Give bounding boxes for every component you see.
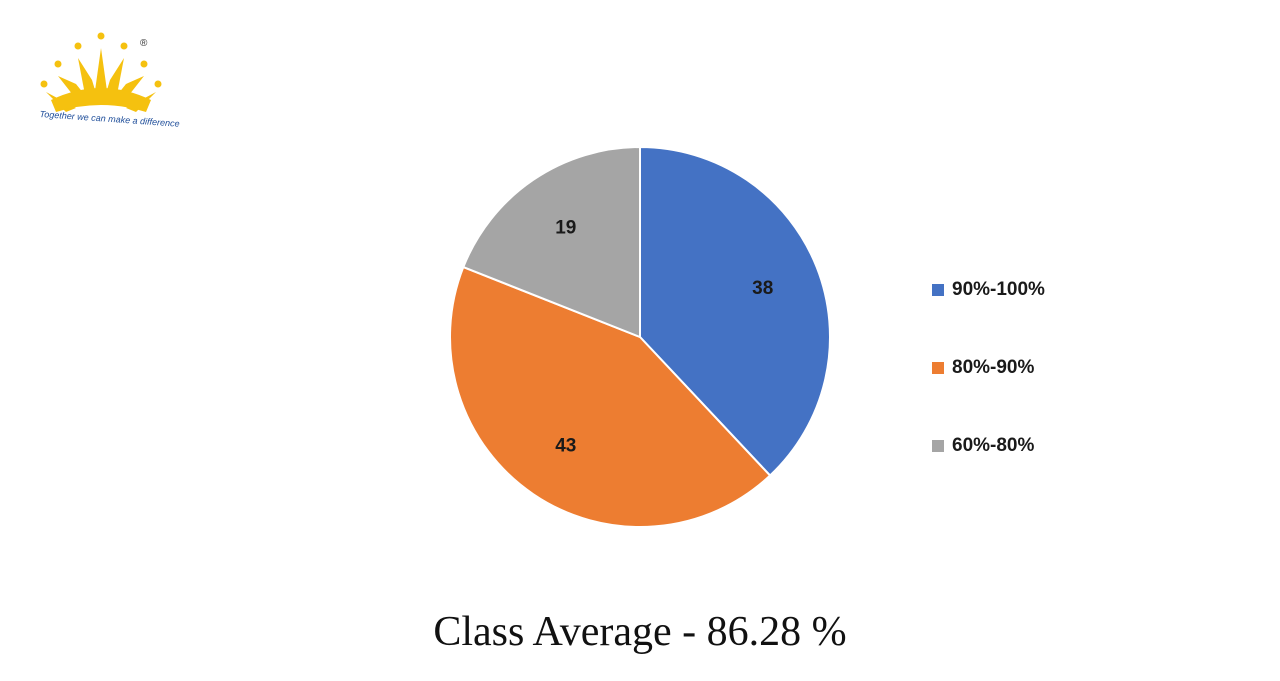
- legend-label: 80%-90%: [952, 357, 1035, 378]
- legend-swatch: [932, 362, 944, 374]
- legend-label: 90%-100%: [952, 279, 1045, 300]
- legend-item: 90%-100%: [932, 278, 1045, 302]
- registered-mark: ®: [140, 38, 148, 49]
- legend-item: 60%-80%: [932, 434, 1045, 458]
- pie-slice: [639, 145, 831, 477]
- legend-swatch: [932, 284, 944, 296]
- pie-slices: [449, 145, 831, 528]
- legend-item: 80%-90%: [932, 356, 1045, 380]
- class-average-text: Class Average - 86.28 %: [433, 609, 847, 655]
- sun-crown-logo: ®: [40, 32, 162, 112]
- chart-legend: 90%-100% 80%-90% 60%-80%: [932, 278, 1045, 512]
- pie-slice: [449, 265, 772, 528]
- pie-data-label: 38: [752, 278, 773, 299]
- pie-slice: [462, 145, 641, 339]
- legend-label: 60%-80%: [952, 435, 1035, 456]
- pie-data-labels: 38 43 19: [555, 217, 773, 456]
- pie-data-label: 19: [555, 217, 576, 238]
- pie-data-label: 43: [555, 436, 576, 457]
- legend-swatch: [932, 440, 944, 452]
